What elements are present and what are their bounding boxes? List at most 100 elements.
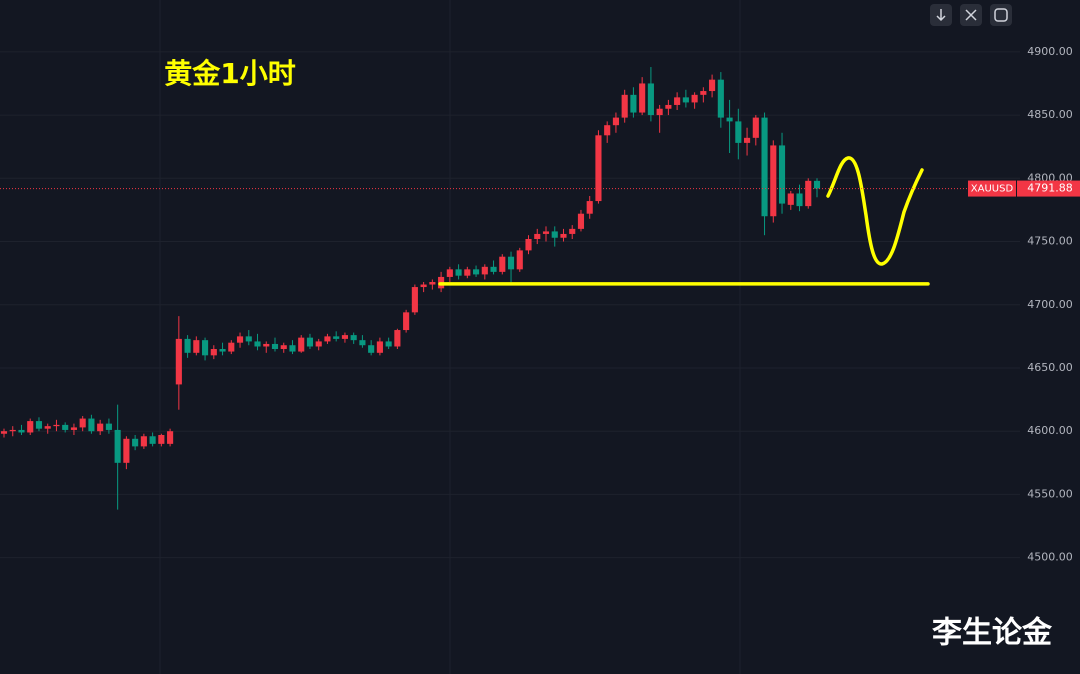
candle-body [105, 423, 112, 430]
candle-body [271, 343, 279, 350]
candle-body [787, 193, 794, 205]
candle-body [525, 238, 532, 251]
candle-body [70, 427, 77, 430]
candle-body [306, 337, 314, 347]
candle-body [219, 349, 226, 352]
candle-body [420, 284, 427, 288]
candle-body [542, 231, 550, 234]
candle-body [621, 94, 628, 118]
down-icon [936, 9, 946, 22]
candle-body [639, 83, 646, 113]
candle-body [569, 228, 576, 234]
candle-body [333, 336, 340, 339]
candle-body [455, 269, 462, 276]
candle-body [656, 108, 663, 116]
candle-body [473, 269, 480, 275]
candle-body [9, 429, 16, 432]
candle-body [709, 79, 716, 92]
candle-body [735, 121, 742, 143]
candle-body [813, 180, 821, 189]
candle-body [79, 418, 86, 428]
candle-body [368, 345, 375, 353]
candle-body [761, 117, 768, 217]
candle-body [202, 340, 209, 356]
candle-body [53, 424, 60, 427]
candle-body [717, 79, 724, 118]
candle-body [27, 421, 34, 433]
candle-body [0, 431, 8, 434]
y-tick-label: 4550.00 [1027, 487, 1073, 500]
candle-body [280, 345, 287, 350]
candle-body [403, 312, 410, 331]
candle-body [411, 287, 418, 313]
candle-body [682, 97, 689, 103]
candle-body [586, 201, 593, 214]
candle-body [35, 421, 43, 429]
candle-body [674, 97, 681, 105]
price-label: 4791.88 [1027, 182, 1073, 195]
candle-body [123, 438, 130, 463]
candle-body [805, 180, 812, 207]
candle-body [149, 436, 156, 444]
candle-body [630, 94, 637, 113]
symbol-label: XAUUSD [971, 184, 1014, 195]
candle-body [534, 233, 541, 239]
price-tag [1017, 180, 1080, 197]
watermark: 李生论金 [932, 616, 1053, 651]
candle-body [140, 436, 147, 447]
candle-body [507, 256, 515, 270]
y-tick-label: 4500.00 [1027, 551, 1073, 564]
candle-body [700, 91, 707, 95]
hand-drawn-curve [826, 156, 924, 266]
candle-body [577, 213, 585, 229]
candle-body [298, 337, 305, 352]
candle-body [88, 418, 95, 432]
y-tick-label: 4750.00 [1027, 235, 1073, 248]
fullscreen-icon [994, 8, 1008, 22]
candle-body [228, 342, 235, 352]
candle-body [315, 341, 322, 347]
candle-body [158, 435, 165, 444]
chart-title: 黄金1小时 [164, 57, 295, 90]
y-tick-label: 4600.00 [1027, 424, 1073, 437]
candle-body [490, 266, 497, 272]
candle-body [263, 343, 270, 347]
candle-body [551, 231, 558, 238]
fullscreen-button[interactable] [990, 4, 1012, 26]
toolbar [930, 4, 1012, 26]
candle-body [184, 338, 191, 353]
candle-body [770, 145, 777, 217]
candle-body [359, 340, 366, 346]
candle-body [350, 335, 357, 341]
candle-body [341, 335, 348, 339]
candle-body [245, 336, 252, 342]
candle-body [796, 193, 803, 207]
candle-body [114, 429, 121, 463]
candle-body [324, 336, 331, 342]
candle-body [132, 438, 139, 447]
reset-icon [965, 9, 977, 21]
candle-body [516, 250, 523, 270]
candle-body [254, 341, 261, 347]
candle-body [604, 125, 611, 136]
y-tick-label: 4850.00 [1027, 108, 1073, 121]
candle-body [210, 349, 217, 356]
candle-body [193, 340, 200, 353]
candle-body [464, 269, 471, 276]
candle-body [236, 336, 244, 343]
candle-body [612, 117, 619, 126]
candle-body [778, 145, 786, 204]
candle-body [691, 94, 698, 103]
y-tick-label: 4650.00 [1027, 361, 1073, 374]
candle-body [481, 266, 488, 275]
y-tick-label: 4900.00 [1027, 45, 1073, 58]
candle-body [175, 338, 182, 385]
candle-body [385, 341, 392, 347]
candle-body [665, 104, 672, 109]
candle-body [62, 424, 69, 430]
candle-body [376, 341, 383, 353]
candle-body [595, 135, 602, 202]
candle-body [18, 429, 25, 433]
